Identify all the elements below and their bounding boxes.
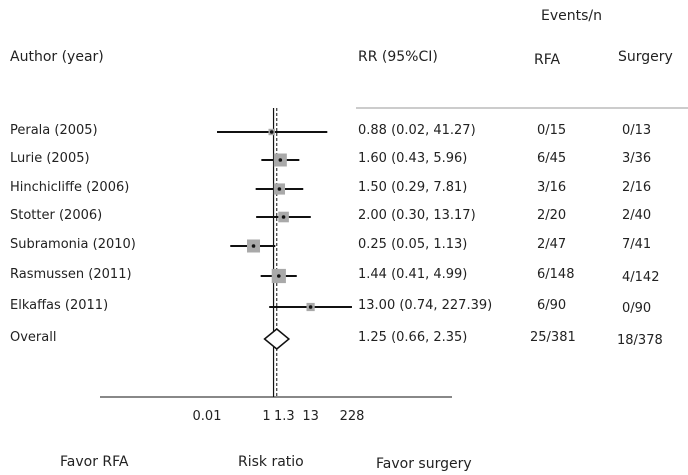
header-surgery: Surgery <box>618 49 673 65</box>
footer-favor-rfa: Favor RFA <box>60 454 129 470</box>
overall-rfa-events: 25/381 <box>530 330 576 345</box>
study-rr-ci: 2.00 (0.30, 13.17) <box>358 208 476 223</box>
study-rr-ci: 13.00 (0.74, 227.39) <box>358 298 493 313</box>
study-rfa-events: 2/47 <box>537 237 567 252</box>
study-rfa-events: 0/15 <box>537 123 567 138</box>
x-tick-label: 1.3 <box>274 409 295 424</box>
study-surgery-events: 3/36 <box>622 151 652 166</box>
header-rfa: RFA <box>534 52 561 68</box>
x-tick-label: 13 <box>302 409 319 424</box>
study-author: Hinchicliffe (2006) <box>10 180 130 195</box>
x-tick-label: 228 <box>340 409 365 424</box>
header-author: Author (year) <box>10 49 104 65</box>
overall-diamond <box>263 328 291 350</box>
study-rfa-events: 6/45 <box>537 151 567 166</box>
study-surgery-events: 0/90 <box>622 301 652 316</box>
study-surgery-events: 4/142 <box>622 270 660 285</box>
overall-surgery-events: 18/378 <box>617 333 663 348</box>
point-estimate <box>277 274 281 278</box>
study-rr-ci: 1.60 (0.43, 5.96) <box>358 151 468 166</box>
header-rr: RR (95%CI) <box>358 49 438 65</box>
study-rr-ci: 1.50 (0.29, 7.81) <box>358 180 468 195</box>
study-surgery-events: 2/40 <box>622 208 652 223</box>
study-rfa-events: 6/90 <box>537 298 567 313</box>
study-author: Stotter (2006) <box>10 208 103 223</box>
x-tick-label: 1 <box>262 409 270 424</box>
header-events-group: Events/n <box>541 8 602 24</box>
study-rfa-events: 3/16 <box>537 180 567 195</box>
x-tick-label: 0.01 <box>193 409 222 424</box>
study-author: Rasmussen (2011) <box>10 267 132 282</box>
study-author: Perala (2005) <box>10 123 98 138</box>
study-surgery-events: 2/16 <box>622 180 652 195</box>
point-estimate <box>269 130 274 134</box>
study-author: Lurie (2005) <box>10 151 90 166</box>
study-rr-ci: 0.25 (0.05, 1.13) <box>358 237 468 252</box>
point-estimate <box>278 158 283 162</box>
point-estimate <box>308 305 313 309</box>
overall-label: Overall <box>10 330 57 345</box>
point-estimate <box>281 215 286 219</box>
study-rr-ci: 1.44 (0.41, 4.99) <box>358 267 468 282</box>
study-author: Subramonia (2010) <box>10 237 136 252</box>
study-rr-ci: 0.88 (0.02, 41.27) <box>358 123 476 138</box>
footer-favor-surgery: Favor surgery <box>376 456 472 472</box>
study-rfa-events: 2/20 <box>537 208 567 223</box>
overall-rr-ci: 1.25 (0.66, 2.35) <box>358 330 468 345</box>
study-surgery-events: 0/13 <box>622 123 652 138</box>
study-author: Elkaffas (2011) <box>10 298 109 313</box>
study-rfa-events: 6/148 <box>537 267 575 282</box>
study-surgery-events: 7/41 <box>622 237 652 252</box>
footer-risk-ratio: Risk ratio <box>238 454 304 470</box>
point-estimate <box>277 187 282 191</box>
point-estimate <box>251 244 256 248</box>
